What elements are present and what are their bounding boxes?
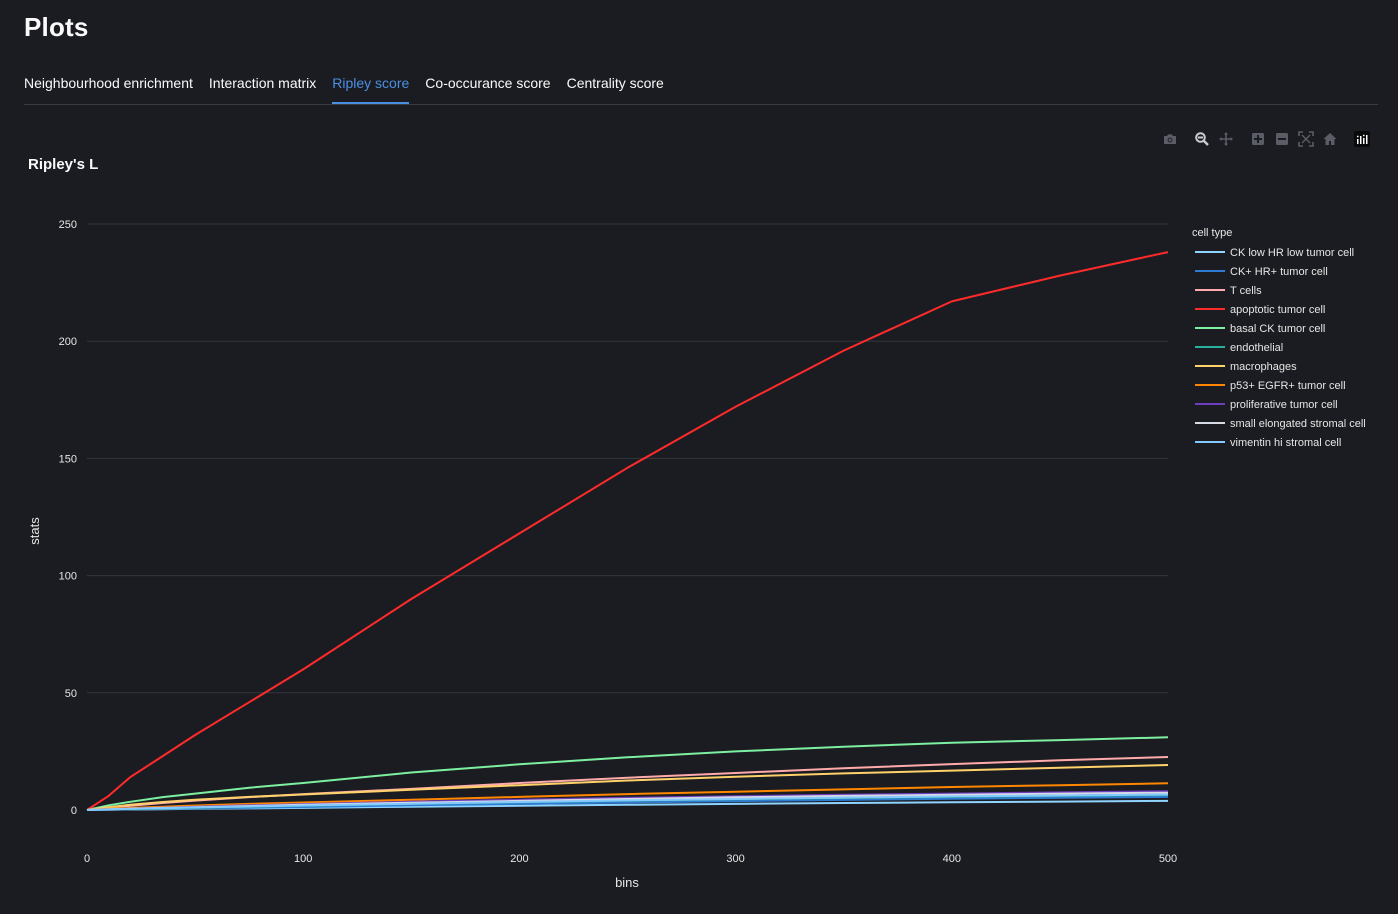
- legend-item[interactable]: apoptotic tumor cell: [1195, 304, 1325, 316]
- y-tick-label: 100: [59, 571, 77, 583]
- legend-item[interactable]: macrophages: [1195, 361, 1297, 373]
- legend-label: CK low HR low tumor cell: [1230, 247, 1354, 259]
- x-tick-label: 300: [726, 853, 744, 865]
- legend-label: vimentin hi stromal cell: [1230, 437, 1341, 449]
- chart-title: Ripley's L: [28, 156, 99, 173]
- y-axis-ticks: 0 50 100 150 200 250: [59, 219, 77, 817]
- y-axis-title: stats: [27, 517, 42, 545]
- legend-label: apoptotic tumor cell: [1230, 304, 1325, 316]
- x-tick-label: 500: [1159, 853, 1177, 865]
- legend-item[interactable]: p53+ EGFR+ tumor cell: [1195, 380, 1346, 392]
- zoom-in-icon[interactable]: [1246, 127, 1270, 151]
- legend-item[interactable]: CK low HR low tumor cell: [1195, 247, 1354, 259]
- tab-interaction-matrix[interactable]: Interaction matrix: [208, 75, 317, 91]
- y-tick-label: 250: [59, 219, 77, 231]
- grid-lines: [87, 223, 1168, 694]
- page-title: Plots: [24, 12, 89, 42]
- y-tick-label: 50: [65, 688, 77, 700]
- legend-item[interactable]: vimentin hi stromal cell: [1195, 437, 1341, 449]
- x-tick-label: 0: [84, 853, 90, 865]
- series-line-vimentin-hi-stromal-cell[interactable]: [86, 793, 1169, 811]
- x-tick-label: 200: [510, 853, 528, 865]
- pan-icon[interactable]: [1214, 127, 1238, 151]
- series-line-basal-ck-tumor-cell[interactable]: [86, 736, 1169, 811]
- legend: cell type CK low HR low tumor cell CK+ HR…: [1192, 227, 1366, 449]
- legend-item[interactable]: CK+ HR+ tumor cell: [1195, 266, 1328, 278]
- camera-icon[interactable]: [1158, 127, 1182, 151]
- autoscale-icon[interactable]: [1294, 127, 1318, 151]
- legend-label: basal CK tumor cell: [1230, 323, 1325, 335]
- legend-item[interactable]: proliferative tumor cell: [1195, 399, 1338, 411]
- y-tick-label: 150: [59, 453, 77, 465]
- legend-item[interactable]: small elongated stromal cell: [1195, 418, 1366, 430]
- legend-item[interactable]: basal CK tumor cell: [1195, 323, 1325, 335]
- legend-item[interactable]: endothelial: [1195, 342, 1283, 354]
- x-axis-title: bins: [615, 875, 639, 890]
- y-tick-label: 0: [71, 805, 77, 817]
- tab-co-occurance-score[interactable]: Co-occurance score: [425, 75, 551, 91]
- legend-label: T cells: [1230, 285, 1262, 297]
- reset-axes-icon[interactable]: [1318, 127, 1342, 151]
- legend-label: proliferative tumor cell: [1230, 399, 1338, 411]
- tab-bar: Neighbourhood enrichment Interaction matr…: [24, 64, 1378, 105]
- legend-label: CK+ HR+ tumor cell: [1230, 266, 1328, 278]
- plotly-logo-icon[interactable]: [1350, 127, 1374, 151]
- legend-item[interactable]: T cells: [1195, 285, 1262, 297]
- legend-label: small elongated stromal cell: [1230, 418, 1366, 430]
- series-line-apoptotic-tumor-cell[interactable]: [86, 251, 1169, 811]
- x-tick-label: 100: [294, 853, 312, 865]
- zoom-icon[interactable]: [1190, 127, 1214, 151]
- series-line-macrophages[interactable]: [86, 764, 1169, 811]
- legend-label: endothelial: [1230, 342, 1283, 354]
- legend-label: p53+ EGFR+ tumor cell: [1230, 380, 1346, 392]
- x-tick-label: 400: [943, 853, 961, 865]
- legend-label: macrophages: [1230, 361, 1297, 373]
- tab-ripley-score[interactable]: Ripley score: [332, 64, 410, 104]
- zoom-out-icon[interactable]: [1270, 127, 1294, 151]
- tab-neighbourhood-enrichment[interactable]: Neighbourhood enrichment: [24, 75, 193, 91]
- y-tick-label: 200: [59, 336, 77, 348]
- plot-toolbar: [1158, 127, 1374, 151]
- tab-centrality-score[interactable]: Centrality score: [566, 75, 664, 91]
- legend-title: cell type: [1192, 227, 1232, 239]
- series-lines: [86, 251, 1169, 811]
- x-axis-ticks: 0 100 200 300 400 500: [84, 853, 1177, 865]
